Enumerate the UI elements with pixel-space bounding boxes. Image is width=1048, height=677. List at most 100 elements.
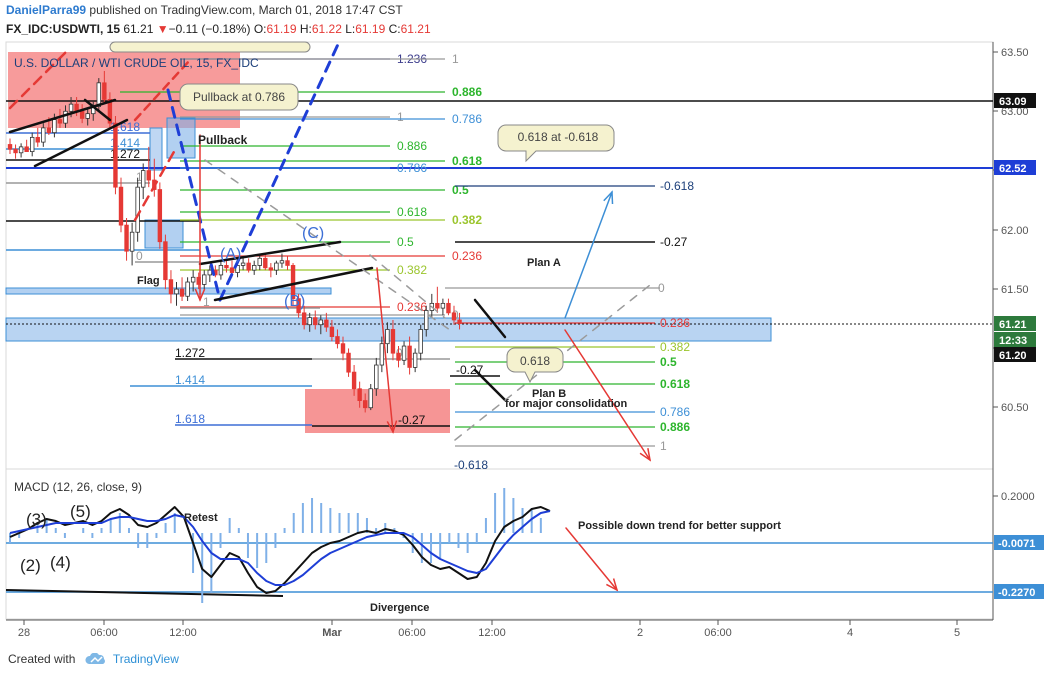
plan-fib-label: 1 — [660, 439, 667, 453]
fib-level-label: 0.886 — [452, 85, 482, 99]
candle-body — [457, 319, 462, 324]
price-badge-label: 63.09 — [999, 96, 1027, 108]
created-with-text: Created with — [8, 652, 76, 666]
fib-level-label: 0.886 — [397, 139, 427, 153]
close-label: C: — [388, 22, 401, 36]
blue-dashed-wave — [166, 88, 222, 302]
wedge-lower — [213, 266, 374, 302]
plan-fib-label: 0.618 — [660, 377, 690, 391]
callout-618-text: 0.618 at -0.618 — [518, 130, 599, 144]
candle-body — [390, 329, 396, 354]
author-link[interactable]: DanielParra99 — [6, 3, 87, 17]
candle-body — [307, 317, 312, 326]
x-tick-label: 5 — [954, 627, 960, 639]
wave-a-label: (A) — [220, 246, 241, 263]
candle-body — [140, 170, 146, 188]
fib-level-label: 0.236 — [397, 300, 427, 314]
candle-body — [407, 345, 412, 368]
candle-body — [157, 189, 163, 243]
candle-body — [57, 119, 63, 124]
candle-body — [368, 388, 373, 409]
x-tick-label: 4 — [847, 627, 853, 639]
fib-level-label: 0.618 — [452, 154, 482, 168]
candle-body — [174, 288, 179, 295]
fib-level-label: 0.236 — [452, 249, 482, 263]
candle-body — [41, 127, 46, 143]
plan-fib-label: -0.27 — [660, 235, 688, 249]
macd-y-tick-label: 0.2000 — [1001, 491, 1035, 503]
candle-body — [202, 274, 207, 285]
callout-pullback: Pullback at 0.786 — [179, 83, 299, 111]
symbol-name[interactable]: FX_IDC:USDWTI, 15 — [6, 22, 121, 36]
macd-title: MACD (12, 26, close, 9) — [14, 480, 142, 494]
trend-drawings — [8, 38, 652, 592]
macd-wave-2: (2) — [20, 556, 41, 575]
fib-level-label: 0.5 — [397, 235, 414, 249]
plan-fib-label: 0.786 — [660, 405, 690, 419]
callout-618-at-minus-618: 0.618 at -0.618 — [497, 124, 615, 163]
callout-top-cut — [109, 41, 311, 53]
plan-fib-label: 0.886 — [660, 420, 690, 434]
down-triangle-icon: ▼ — [156, 22, 169, 36]
candle-body — [296, 298, 301, 314]
ext-fib-label: 1 — [203, 295, 210, 309]
fib-level-label: 0 — [658, 281, 665, 295]
candle-body — [224, 265, 229, 269]
low-value: 61.19 — [355, 22, 386, 36]
red-dashed-trend-upper — [133, 58, 192, 122]
macd-lines — [9, 506, 551, 594]
macd-down-arrow-head — [606, 578, 619, 592]
macd-down-arrow — [565, 527, 618, 591]
macd-wave-4: (4) — [50, 553, 71, 572]
candle-body — [357, 388, 362, 402]
price-badge — [994, 316, 1036, 331]
candle-body — [396, 352, 401, 361]
candle-body — [440, 302, 446, 309]
candle-body — [52, 119, 57, 134]
publish-header: DanielParra99 published on TradingView.c… — [6, 3, 403, 17]
plan-a-arrow — [564, 191, 613, 319]
footer: Created with TradingView — [8, 652, 179, 666]
candle-body — [246, 262, 251, 271]
candle-body — [412, 352, 418, 368]
candle-body — [424, 310, 429, 330]
plan-a-arrow-head — [603, 190, 614, 205]
price-badge-label: 12:33 — [999, 335, 1027, 347]
macd-badge-label: -0.2270 — [998, 587, 1035, 599]
x-tick-label: 06:00 — [398, 627, 426, 639]
x-tick-label: 2 — [637, 627, 643, 639]
flag-label: Flag — [137, 275, 160, 287]
plan-fib-label: 0.236 — [660, 316, 690, 330]
macd-badge-label: -0.0071 — [998, 538, 1035, 550]
flag-zone — [5, 287, 332, 295]
candle-body — [335, 336, 340, 345]
wave-c-label: (C) — [302, 225, 324, 242]
publish-info: published on TradingView.com, March 01, … — [89, 3, 403, 17]
price-badge-label: 62.52 — [999, 163, 1027, 175]
plan-b-arrow-head — [639, 448, 652, 462]
macd-wave-5: (5) — [70, 502, 91, 521]
fib-level-label: 0.618 — [397, 205, 427, 219]
candle-body — [385, 329, 390, 345]
price-badge — [994, 347, 1036, 362]
x-tick-label: 28 — [18, 627, 30, 639]
plan-b-label: Plan B — [532, 388, 566, 400]
signal-line — [9, 510, 551, 586]
candle-body — [446, 302, 451, 314]
macd-badge — [994, 535, 1044, 550]
cloud-icon — [85, 653, 105, 664]
ext-fib-label: 1 — [136, 170, 143, 184]
macd-panel-frame — [5, 468, 994, 620]
tradingview-link[interactable]: TradingView — [112, 652, 179, 666]
pullback-label: Pullback — [198, 133, 248, 147]
plan-channel-upper — [473, 298, 507, 339]
open-value: 61.19 — [266, 22, 297, 36]
candle-body — [401, 345, 407, 361]
callout-pullback-text: Pullback at 0.786 — [193, 90, 285, 104]
gray-dashed-right — [369, 254, 446, 319]
gray-dashed-plan — [454, 284, 651, 441]
candle-body — [251, 265, 257, 271]
ext-fib-label: 0 — [136, 249, 143, 263]
macd-divergence-label: Divergence — [370, 602, 429, 614]
